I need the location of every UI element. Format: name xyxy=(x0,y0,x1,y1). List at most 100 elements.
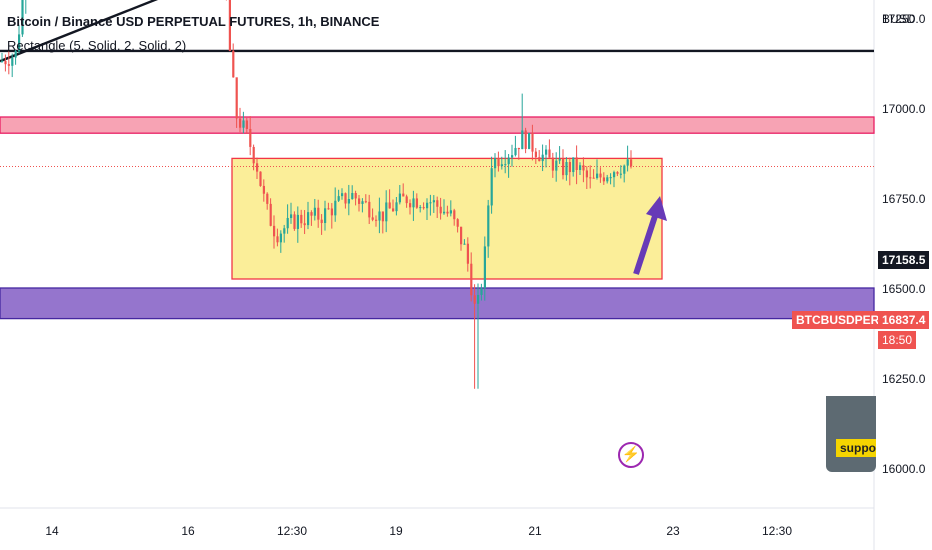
candle xyxy=(14,49,17,65)
y-tick-label: 16500.0 xyxy=(882,282,926,296)
candle-body xyxy=(548,149,551,158)
candle xyxy=(232,43,235,78)
candle-body xyxy=(242,120,245,128)
candle-body xyxy=(568,162,571,173)
candle xyxy=(392,199,395,213)
candle-body xyxy=(606,177,609,182)
candle-body xyxy=(375,219,378,221)
candle-body xyxy=(599,173,602,178)
candle-body xyxy=(592,177,595,179)
candle xyxy=(242,111,245,134)
candle-body xyxy=(585,170,588,178)
candle xyxy=(405,194,408,208)
x-tick-label: 21 xyxy=(528,524,542,538)
candle-body xyxy=(500,164,503,167)
candle xyxy=(429,194,432,216)
candles xyxy=(1,0,633,389)
candle-body xyxy=(545,149,548,155)
candle xyxy=(422,202,425,210)
candle-body xyxy=(494,158,497,169)
candle-body xyxy=(266,193,269,204)
candle-body xyxy=(351,193,354,200)
candle-body xyxy=(371,217,374,220)
candle-body xyxy=(303,223,306,226)
candle xyxy=(497,151,500,172)
candle xyxy=(630,150,633,169)
candle-body xyxy=(436,200,439,207)
candle-body xyxy=(269,203,272,226)
candle-body xyxy=(490,168,493,206)
candle-body xyxy=(337,196,340,201)
candle-body xyxy=(317,207,320,220)
candle xyxy=(245,117,248,134)
candle xyxy=(266,192,269,210)
candle xyxy=(354,190,357,206)
candle-body xyxy=(392,208,395,212)
candle xyxy=(477,283,480,389)
candle-body xyxy=(293,214,296,229)
candle-body xyxy=(538,157,541,162)
candle-body xyxy=(388,202,391,209)
candle xyxy=(514,135,517,157)
candle-body xyxy=(276,236,279,243)
candle xyxy=(619,165,622,179)
candle-body xyxy=(320,219,323,224)
candle-body xyxy=(381,211,384,222)
candle-body xyxy=(313,207,316,216)
candle xyxy=(616,171,619,177)
candle-body xyxy=(361,201,364,204)
candle-body xyxy=(344,193,347,204)
candle-body xyxy=(439,206,442,214)
candle xyxy=(609,173,612,185)
support-callout[interactable]: suppor xyxy=(826,396,876,472)
candle xyxy=(269,198,272,227)
candle xyxy=(524,127,527,154)
candle-body xyxy=(517,147,520,150)
candle-body xyxy=(4,60,7,65)
candle xyxy=(300,209,303,228)
candle xyxy=(470,252,473,302)
candle-body xyxy=(555,160,558,171)
candle-body xyxy=(354,193,357,199)
candle-body xyxy=(279,233,282,243)
candle-body xyxy=(575,157,578,170)
lightning-icon[interactable]: ⚡ xyxy=(618,442,644,468)
candle xyxy=(480,283,483,301)
candle xyxy=(375,215,378,227)
candle xyxy=(368,194,371,225)
candle-body xyxy=(596,173,599,179)
candle xyxy=(511,144,514,167)
symbol-tag: BTCBUSDPERP xyxy=(792,311,892,329)
candle-body xyxy=(239,118,242,128)
y-tick-label: 17000.0 xyxy=(882,102,926,116)
candle xyxy=(548,139,551,158)
candle-body xyxy=(460,226,463,245)
candle xyxy=(460,226,463,251)
candle-body xyxy=(609,177,612,179)
candle xyxy=(273,215,276,249)
candle xyxy=(337,189,340,202)
candle-body xyxy=(286,217,289,229)
candle-body xyxy=(422,207,425,209)
candle-body xyxy=(497,158,500,167)
candle xyxy=(344,192,347,209)
candle xyxy=(606,174,609,184)
candle-body xyxy=(613,172,616,178)
candle-body xyxy=(602,177,605,182)
candle xyxy=(381,211,384,234)
candle xyxy=(551,152,554,178)
candle xyxy=(324,200,327,231)
candle xyxy=(623,164,626,183)
candle-body xyxy=(504,164,507,166)
candle xyxy=(385,190,388,233)
candle-body xyxy=(480,288,483,295)
candle-body xyxy=(565,162,568,176)
candle-body xyxy=(514,147,517,156)
candle xyxy=(283,224,286,243)
candle-body xyxy=(21,0,24,35)
candle-body xyxy=(273,225,276,237)
candle xyxy=(259,171,262,187)
candle xyxy=(558,146,561,164)
